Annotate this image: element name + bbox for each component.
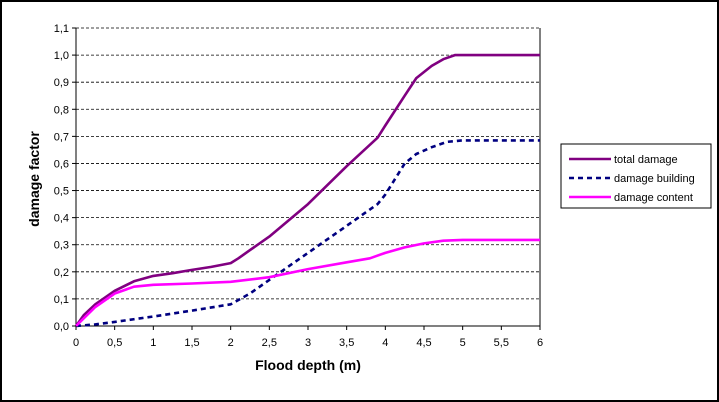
y-tick-label: 1,1 <box>54 23 69 35</box>
y-tick-label: 0,6 <box>54 158 69 170</box>
x-tick-label: 1 <box>150 337 156 349</box>
y-tick-label: 0,2 <box>54 267 69 279</box>
y-tick-label: 0,0 <box>54 321 69 333</box>
tick-labels: 0,0 0,1 0,2 0,3 0,4 0,5 0,6 0,7 0,8 0,9 1,0 1,1 0 0,5… <box>54 23 543 349</box>
legend-label: damage building <box>614 173 695 185</box>
x-tick-label: 3 <box>305 337 311 349</box>
y-tick-label: 0,9 <box>54 77 69 89</box>
y-tick-label: 0,7 <box>54 131 69 143</box>
x-tick-label: 4,5 <box>416 337 431 349</box>
legend: total damage damage building damage conten… <box>560 143 712 209</box>
y-tick-label: 0,5 <box>54 186 69 198</box>
y-tick-label: 0,8 <box>54 104 69 116</box>
legend-label: damage content <box>614 192 693 204</box>
series-line-total-damage <box>74 53 540 327</box>
axes <box>75 28 541 327</box>
x-tick-label: 0,5 <box>107 337 122 349</box>
y-tick-label: 0,3 <box>54 240 69 252</box>
x-tick-label: 6 <box>537 337 543 349</box>
x-axis-title: Flood depth (m) <box>255 357 361 373</box>
x-tick-label: 4 <box>382 337 388 349</box>
x-tick-label: 5 <box>460 337 466 349</box>
y-tick-label: 1,0 <box>54 50 69 62</box>
x-tick-label: 5,5 <box>494 337 509 349</box>
series-line-damage-building <box>75 139 540 328</box>
y-tick-label: 0,1 <box>54 294 69 306</box>
series-lines <box>74 53 540 328</box>
x-tick-label: 2,5 <box>262 337 277 349</box>
y-axis-title: damage factor <box>26 131 42 227</box>
grid-lines <box>76 27 540 300</box>
x-tick-label: 1,5 <box>184 337 199 349</box>
y-tick-label: 0,4 <box>54 213 69 225</box>
series-line-damage-content <box>75 238 540 327</box>
legend-label: total damage <box>614 154 678 166</box>
x-tick-label: 3,5 <box>339 337 354 349</box>
x-tick-label: 2 <box>228 337 234 349</box>
x-tick-label: 0 <box>73 337 79 349</box>
